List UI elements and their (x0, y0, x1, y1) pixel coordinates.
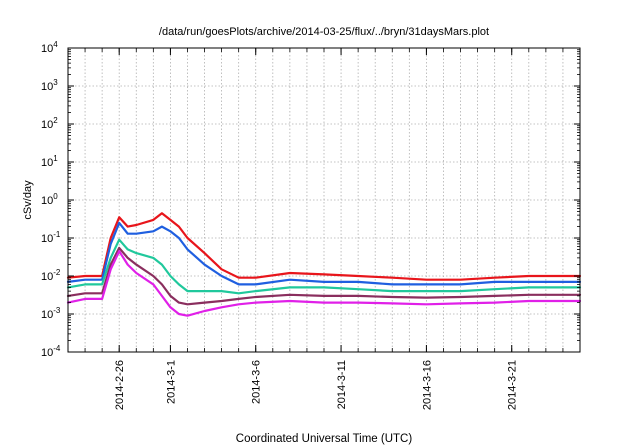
chart-title: /data/run/goesPlots/archive/2014-03-25/f… (159, 26, 489, 38)
x-tick-label: 2014-3-21 (507, 360, 519, 410)
y-tick-label: 102 (41, 116, 58, 131)
y-tick-label: 100 (41, 192, 58, 207)
series-layer (66, 212, 582, 317)
series-line-3 (66, 238, 582, 295)
x-tick-label: 2014-3-1 (165, 360, 177, 404)
x-tick-label: 2014-3-11 (336, 360, 348, 409)
y-tick-labels: 10-4 10-3 10-2 10-1 100 101 102 103 104 (41, 40, 61, 359)
y-tick-label: 101 (41, 154, 58, 169)
tick-layer (68, 47, 580, 353)
x-axis-label: Coordinated Universal Time (UTC) (236, 433, 413, 445)
series-line-4 (66, 246, 582, 306)
y-tick-label: 10-1 (41, 230, 61, 245)
y-tick-label: 10-3 (41, 306, 61, 321)
x-tick-label: 2014-2-26 (114, 360, 126, 410)
y-tick-label: 104 (41, 40, 58, 55)
y-tick-label: 10-4 (41, 344, 61, 359)
x-tick-label: 2014-3-16 (421, 360, 433, 410)
series-line-1 (66, 212, 582, 281)
series-line-2 (66, 221, 582, 286)
series-line-5 (66, 250, 582, 317)
grid-layer (68, 48, 580, 352)
y-axis-label: cSv/day (22, 180, 34, 220)
y-tick-label: 103 (41, 78, 58, 93)
x-tick-label: 2014-3-6 (251, 360, 263, 404)
y-tick-label: 10-2 (41, 268, 61, 283)
x-tick-labels: 2014-2-26 2014-3-1 2014-3-6 2014-3-11 2014-3… (114, 360, 519, 410)
